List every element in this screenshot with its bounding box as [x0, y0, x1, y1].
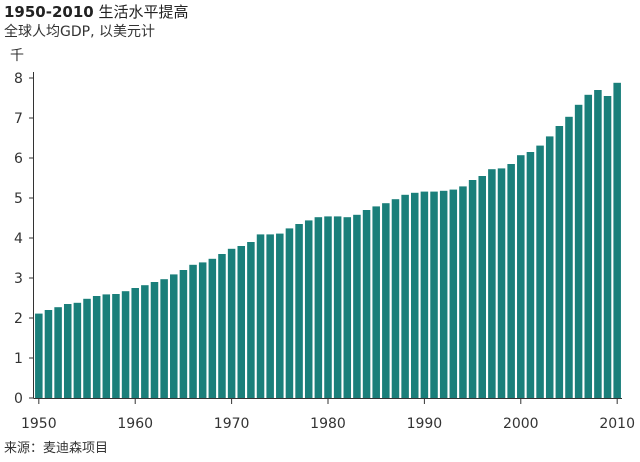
bar [391, 199, 400, 398]
bar-series [35, 82, 621, 399]
bar [131, 288, 139, 398]
y-tick-label: 8 [14, 71, 23, 87]
bar [468, 180, 477, 398]
bar [478, 176, 486, 398]
bar [574, 104, 583, 399]
bar [459, 186, 467, 398]
bar [439, 190, 448, 398]
bar [237, 246, 246, 398]
bar [170, 274, 178, 398]
bar [613, 82, 621, 399]
chart-title-text: 生活水平提高 [93, 3, 189, 21]
bar [121, 291, 130, 398]
bar [420, 191, 429, 398]
bar [198, 262, 207, 398]
bar [449, 189, 458, 398]
y-tick-label: 7 [14, 111, 23, 127]
bar [382, 203, 390, 398]
y-tick-label: 0 [14, 391, 23, 407]
y-axis-unit-label: 千 [10, 48, 24, 64]
bar [362, 210, 371, 398]
y-tick-label: 5 [14, 191, 23, 207]
bar [594, 90, 602, 398]
bar [160, 279, 168, 398]
bar [44, 310, 53, 398]
x-axis: 1950 1960 1970 1980 1990 2000 2010 [21, 398, 635, 432]
bar [189, 264, 197, 398]
x-tick-label: 2000 [503, 416, 539, 432]
bar [208, 258, 217, 398]
chart-subtitle: 全球人均GDP, 以美元计 [4, 24, 155, 40]
bar [333, 216, 342, 398]
bar [73, 302, 82, 398]
y-axis: 0 1 2 3 4 5 6 7 8 [14, 71, 34, 407]
bar [256, 234, 265, 398]
bar [372, 206, 380, 398]
bar [584, 94, 593, 399]
bar [295, 224, 303, 398]
bar [517, 155, 525, 398]
bar [112, 294, 120, 398]
bar [63, 304, 72, 398]
y-tick-label: 1 [14, 351, 23, 367]
y-tick-label: 4 [14, 231, 23, 247]
y-tick-label: 6 [14, 151, 23, 167]
x-tick-label: 1970 [214, 416, 250, 432]
y-tick-label: 3 [14, 271, 23, 287]
bar [150, 282, 159, 398]
bar [526, 152, 535, 398]
bar [343, 217, 352, 398]
bar [410, 192, 419, 398]
bar [102, 294, 111, 398]
bar [555, 126, 564, 398]
x-tick-label: 1960 [117, 416, 153, 432]
bar [401, 194, 409, 398]
x-tick-label: 1980 [310, 416, 346, 432]
x-tick-label: 2010 [599, 416, 635, 432]
bar [497, 168, 506, 398]
bar [92, 296, 101, 398]
bar [276, 233, 284, 398]
bar [430, 191, 438, 398]
source-note: 来源：麦迪森项目 [4, 441, 109, 456]
bar [35, 313, 43, 398]
bar [565, 116, 573, 399]
bar [353, 214, 361, 398]
bar [545, 136, 554, 398]
x-tick-label: 1990 [407, 416, 443, 432]
bar [603, 96, 612, 398]
bar [218, 254, 226, 398]
y-tick-label: 2 [14, 311, 23, 327]
bar [141, 285, 149, 398]
bar [304, 220, 313, 398]
bar [488, 169, 496, 398]
bar [285, 228, 294, 398]
bar [507, 164, 515, 398]
chart-title-years: 1950-2010 [4, 3, 94, 21]
bar [54, 307, 62, 398]
bar [314, 217, 323, 398]
bar [536, 145, 544, 398]
chart-title: 1950-2010 生活水平提高 [4, 2, 189, 22]
bar [83, 298, 91, 398]
bar [324, 216, 332, 398]
x-tick-label: 1950 [21, 416, 57, 432]
bar [266, 234, 274, 398]
bar [227, 248, 236, 398]
bar [247, 242, 255, 398]
bar [179, 270, 188, 398]
